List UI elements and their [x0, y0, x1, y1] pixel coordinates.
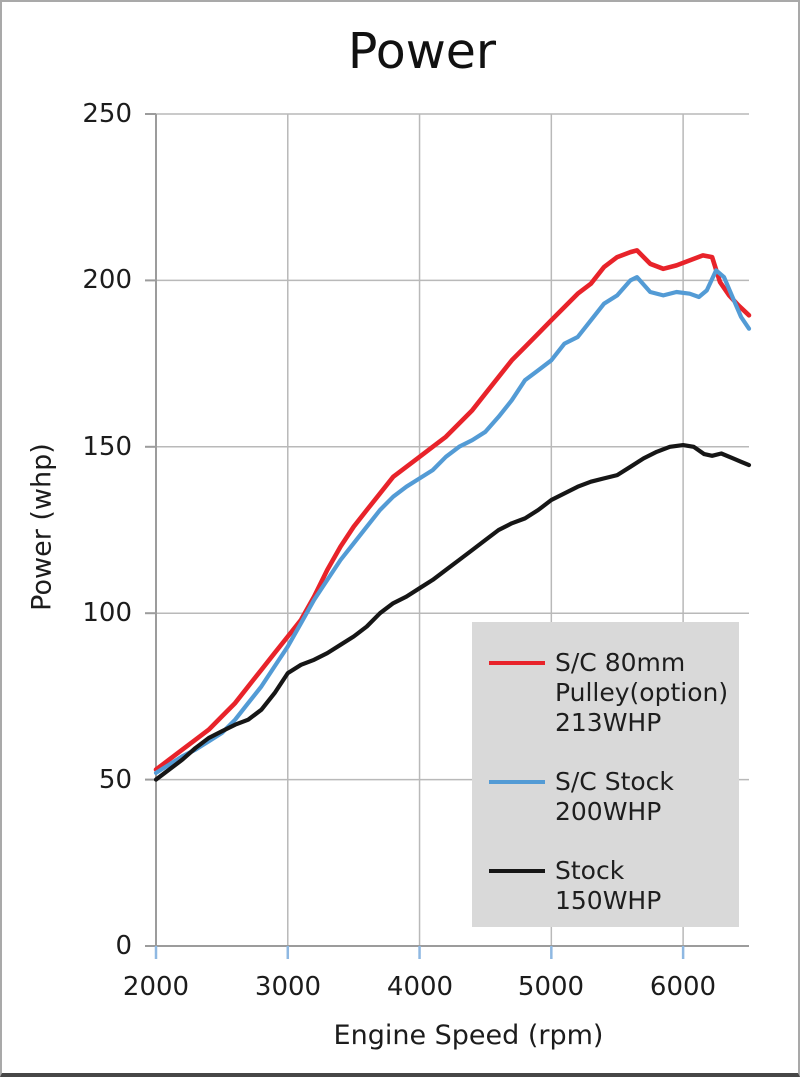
y-tick-label-200: 200 [82, 265, 132, 295]
legend-swatch-black-line [489, 869, 545, 873]
legend-label: S/C 80mm [555, 648, 686, 677]
y-tick-label-250: 250 [82, 99, 132, 129]
series-curve [153, 268, 752, 775]
legend-label: Stock [555, 856, 625, 885]
x-tick-label-3000: 3000 [254, 972, 322, 1002]
x-tick-label-2000: 2000 [122, 972, 190, 1002]
x-tick-label-6000: 6000 [649, 972, 717, 1002]
legend-label: 213WHP [555, 708, 662, 737]
x-axis-title: Engine Speed (rpm) [333, 1020, 604, 1051]
y-tick-label-0: 0 [115, 931, 132, 961]
y-tick-label-50: 50 [98, 765, 132, 795]
y-axis-title: Power (whp) [26, 443, 58, 611]
chart-title: Power [347, 23, 497, 80]
legend: S/C 80mm Pulley(option) 213WHP S/C Stock… [472, 622, 739, 927]
legend-label: 200WHP [555, 797, 662, 826]
y-tick-label-100: 100 [82, 598, 132, 628]
series-curve [153, 443, 752, 782]
legend-item-sc-80mm-pulley: S/C 80mm Pulley(option) 213WHP [489, 648, 729, 738]
x-tick-label-4000: 4000 [386, 972, 454, 1002]
legend-swatch-red-line [489, 661, 545, 665]
series-curve [153, 248, 752, 772]
x-tick-label-5000: 5000 [517, 972, 585, 1002]
legend-label: 150WHP [555, 886, 662, 915]
legend-label: Pulley(option) [555, 678, 729, 707]
y-tick-label-150: 150 [82, 432, 132, 462]
legend-label: S/C Stock [555, 767, 674, 796]
legend-item-stock: Stock 150WHP [489, 856, 729, 916]
legend-item-sc-stock: S/C Stock 200WHP [489, 767, 729, 827]
legend-swatch-blue-line [489, 780, 545, 784]
plot-area [145, 113, 752, 959]
